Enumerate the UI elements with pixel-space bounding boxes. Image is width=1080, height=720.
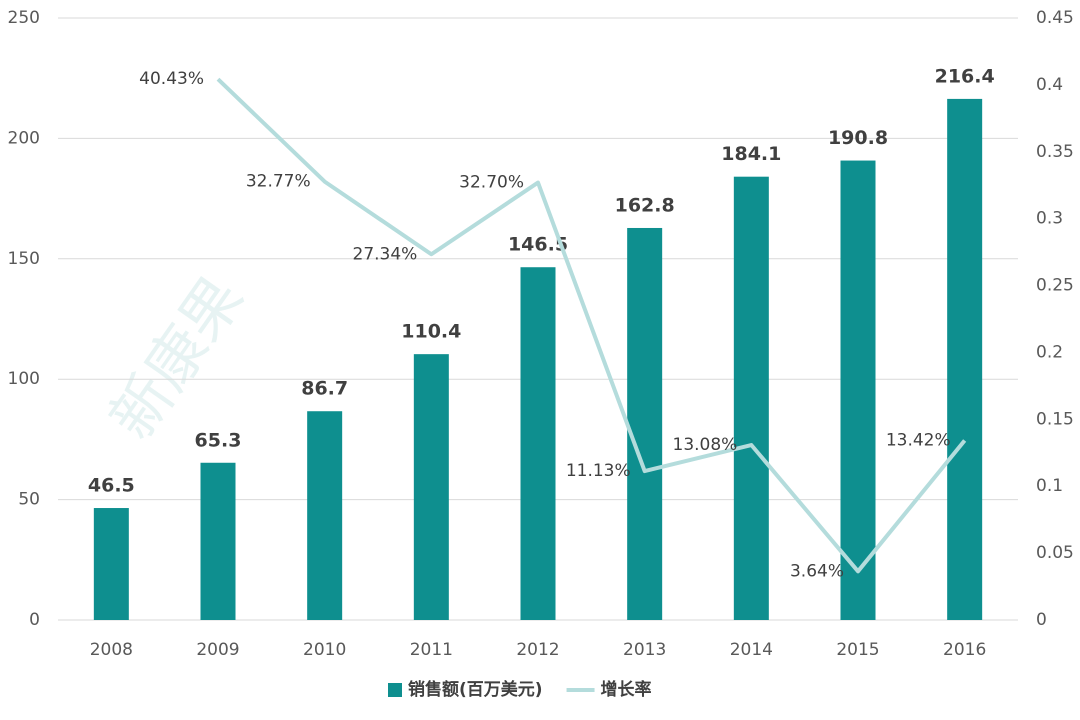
x-tick-label: 2014: [730, 640, 773, 660]
bar-value-label: 162.8: [615, 194, 675, 216]
y2-tick-label: 0.25: [1036, 276, 1074, 296]
x-tick-label: 2015: [836, 640, 879, 660]
y2-tick-label: 0.2: [1036, 342, 1063, 362]
line-value-label: 32.77%: [246, 172, 311, 192]
legend-label: 销售额(百万美元): [408, 679, 543, 700]
line-value-label: 40.43%: [139, 69, 204, 89]
line-value-label: 13.42%: [886, 430, 951, 450]
y-tick-label: 50: [18, 490, 40, 510]
y-tick-label: 200: [8, 128, 40, 148]
bar-value-label: 216.4: [935, 65, 995, 87]
y-tick-label: 150: [8, 249, 40, 269]
line: [216, 77, 967, 574]
y2-tick-label: 0.1: [1036, 476, 1063, 496]
line-value-label: 27.34%: [353, 244, 418, 264]
x-tick-label: 2010: [303, 640, 346, 660]
x-tick-label: 2016: [943, 640, 986, 660]
y2-tick-label: 0.35: [1036, 142, 1074, 162]
line-value-label: 3.64%: [790, 561, 844, 581]
y-tick-label: 100: [8, 369, 40, 389]
legend-label: 增长率: [601, 679, 652, 700]
y2-tick-label: 0.45: [1036, 8, 1074, 28]
bar-value-label: 110.4: [401, 321, 461, 343]
y-tick-label: 250: [8, 8, 40, 28]
bar-value-label: 46.5: [88, 475, 135, 497]
bar: [627, 227, 663, 620]
bar: [947, 98, 983, 620]
y2-tick-label: 0.15: [1036, 409, 1074, 429]
line-value-label: 13.08%: [673, 435, 738, 455]
y2-tick-label: 0.05: [1036, 543, 1074, 563]
bar: [733, 176, 769, 620]
x-tick-label: 2012: [516, 640, 559, 660]
bar-value-label: 184.1: [721, 143, 781, 165]
bar-value-label: 190.8: [828, 127, 888, 149]
x-tick-label: 2011: [410, 640, 453, 660]
bar: [93, 508, 129, 620]
y-tick-label: 0: [29, 610, 40, 630]
legend-swatch: [388, 683, 402, 697]
x-tick-label: 2008: [90, 640, 133, 660]
watermark: 新康果: [97, 264, 258, 452]
line-value-label: 32.70%: [459, 173, 524, 193]
bar: [520, 267, 556, 620]
bar-value-label: 86.7: [301, 378, 348, 400]
bar: [200, 462, 236, 620]
x-tick-label: 2013: [623, 640, 666, 660]
bar: [413, 354, 449, 620]
x-tick-label: 2009: [196, 640, 239, 660]
y2-tick-label: 0: [1036, 610, 1047, 630]
bar-value-label: 146.5: [508, 234, 568, 256]
bar: [307, 411, 343, 620]
y2-tick-label: 0.3: [1036, 209, 1063, 229]
y2-tick-label: 0.4: [1036, 75, 1063, 95]
line-value-label: 11.13%: [566, 461, 631, 481]
bar: [840, 160, 876, 621]
bar-value-label: 65.3: [195, 429, 242, 451]
